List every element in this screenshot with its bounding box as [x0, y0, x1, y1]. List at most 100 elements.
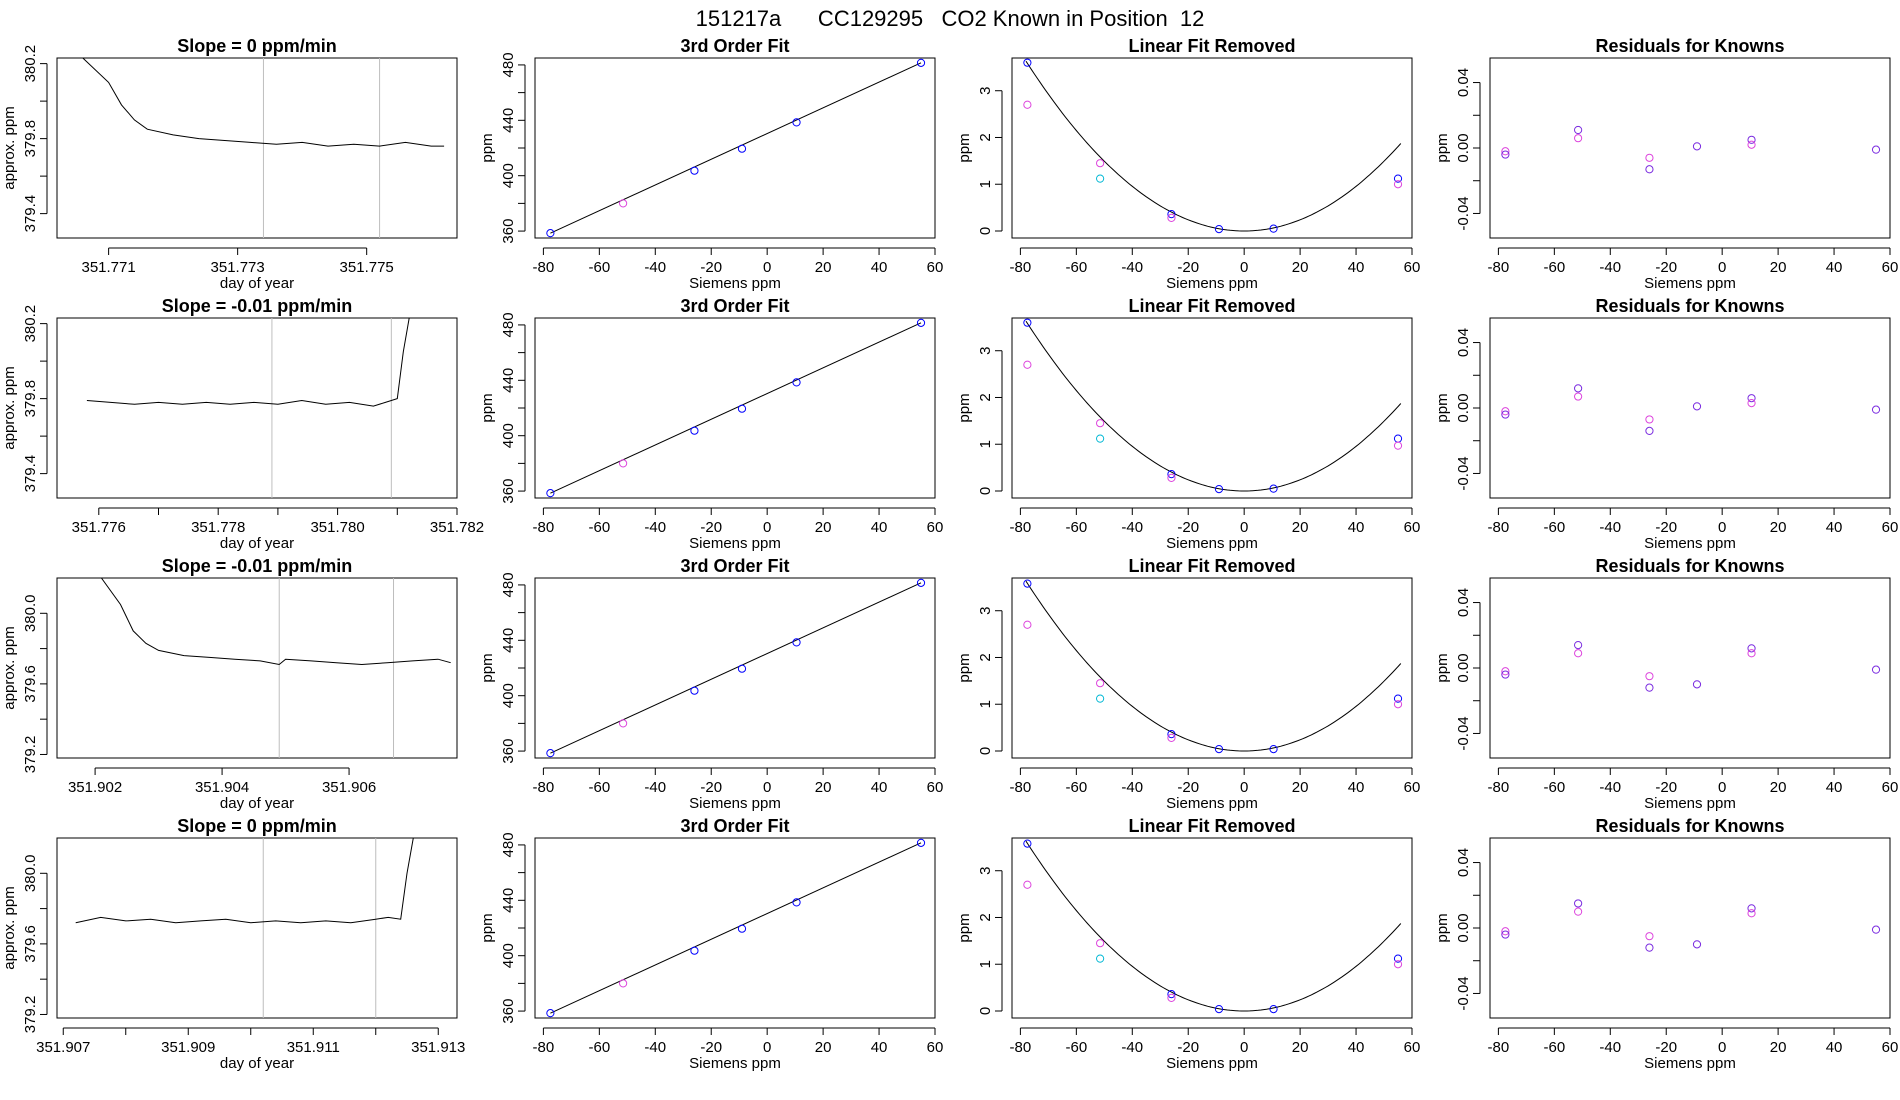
- plot-frame: [1011, 317, 1413, 499]
- x-tick-label: -40: [1121, 1039, 1143, 1056]
- x-tick-label: 351.773: [211, 259, 265, 276]
- data-point: [1167, 210, 1176, 219]
- data-point: [1747, 140, 1756, 149]
- y-tick-label: 379.6: [22, 665, 39, 703]
- x-tick-label: 351.902: [68, 779, 122, 796]
- panel-title: 3rd Order Fit: [680, 556, 789, 576]
- data-point: [546, 749, 555, 758]
- y-tick-label: 400: [500, 163, 517, 188]
- y-tick-label: 0.04: [1455, 328, 1472, 357]
- data-point: [1645, 426, 1654, 436]
- y-tick-label: 440: [500, 108, 517, 133]
- x-tick-label: 40: [1826, 259, 1843, 276]
- y-tick-label: 379.4: [22, 195, 39, 233]
- x-axis-label: Siemens ppm: [689, 535, 781, 552]
- data-point: [1692, 142, 1702, 151]
- data-point: [1214, 745, 1224, 754]
- data-point: [1645, 683, 1654, 692]
- x-tick-label: 0: [1718, 779, 1726, 796]
- data-point: [1747, 398, 1756, 408]
- series-line: [100, 578, 451, 666]
- panel-5: Slope = -0.01 ppm/min 351.776 351.778 351.7…: [1, 296, 484, 552]
- panel-14: 3rd Order Fit -80 -60 -40 -20 0 20 40 60 360 400 44…: [479, 816, 943, 1072]
- x-tick-label: 20: [815, 519, 832, 536]
- x-tick-label: -20: [1655, 519, 1677, 536]
- y-tick-label: 400: [500, 943, 517, 968]
- y-tick-label: 3: [977, 87, 994, 95]
- y-tick-label: 0.00: [1455, 913, 1472, 942]
- x-tick-label: 351.778: [191, 519, 245, 536]
- fit-line: [550, 582, 922, 754]
- data-point: [690, 166, 699, 175]
- x-tick-label: 0: [1240, 519, 1248, 536]
- data-point: [1096, 939, 1105, 948]
- x-tick-label: 351.771: [81, 259, 135, 276]
- y-tick-label: 379.8: [22, 120, 39, 158]
- y-tick-label: -0.04: [1455, 976, 1472, 1010]
- x-tick-label: 0: [763, 1039, 771, 1056]
- x-tick-label: -80: [1488, 259, 1510, 276]
- data-point: [1871, 405, 1881, 414]
- data-point: [690, 946, 699, 955]
- data-point: [690, 686, 699, 695]
- y-tick-label: 2: [977, 133, 994, 141]
- plot-area: [86, 318, 410, 498]
- data-point: [1645, 672, 1654, 681]
- x-tick-label: 40: [871, 1039, 888, 1056]
- x-tick-label: 20: [815, 1039, 832, 1056]
- x-tick-label: 40: [1826, 779, 1843, 796]
- y-tick-label: 379.2: [22, 736, 39, 774]
- panel-title: Residuals for Knowns: [1595, 296, 1784, 316]
- x-tick-label: 351.776: [72, 519, 126, 536]
- x-tick-label: 20: [815, 779, 832, 796]
- x-tick-label: 60: [927, 779, 944, 796]
- y-tick-label: 379.6: [22, 925, 39, 963]
- series-line: [75, 838, 414, 924]
- y-tick-label: 0: [977, 747, 994, 755]
- x-tick-label: 60: [927, 259, 944, 276]
- data-point: [1096, 434, 1105, 443]
- y-tick-label: 379.8: [22, 380, 39, 418]
- data-point: [1747, 909, 1756, 918]
- fit-line: [550, 62, 922, 234]
- y-tick-label: 480: [500, 832, 517, 857]
- y-tick-label: 440: [500, 628, 517, 653]
- panel-title: 3rd Order Fit: [680, 296, 789, 316]
- x-tick-label: -80: [1010, 519, 1032, 536]
- panel-2: 3rd Order Fit -80 -60 -40 -20 0 20 40 60 360 400 44…: [479, 36, 943, 292]
- x-tick-label: 20: [1292, 779, 1309, 796]
- x-tick-label: 40: [871, 779, 888, 796]
- x-tick-label: 40: [1348, 1039, 1365, 1056]
- x-tick-label: -60: [1065, 1039, 1087, 1056]
- x-tick-label: -20: [1655, 259, 1677, 276]
- x-tick-label: -60: [1543, 779, 1565, 796]
- y-tick-label: 360: [500, 219, 517, 244]
- x-tick-label: -40: [1599, 779, 1621, 796]
- data-point: [1501, 407, 1510, 416]
- panel-10: 3rd Order Fit -80 -60 -40 -20 0 20 40 60 360 400 44…: [479, 556, 943, 812]
- y-tick-label: 0: [977, 227, 994, 235]
- x-tick-label: 0: [1240, 779, 1248, 796]
- data-point: [1871, 665, 1881, 674]
- x-tick-label: -20: [1655, 779, 1677, 796]
- data-point: [1393, 694, 1403, 703]
- data-point: [1023, 579, 1032, 588]
- plot-area: [1023, 318, 1403, 494]
- data-point: [1214, 485, 1224, 494]
- plot-area: [546, 58, 926, 238]
- data-point: [1692, 680, 1702, 689]
- x-axis-label: Siemens ppm: [1166, 795, 1258, 812]
- y-tick-label: 2: [977, 913, 994, 921]
- y-tick-label: 0.04: [1455, 848, 1472, 877]
- data-point: [1269, 484, 1278, 493]
- x-tick-label: -40: [1121, 779, 1143, 796]
- y-axis-label: ppm: [1434, 653, 1451, 682]
- y-tick-label: 1: [977, 180, 994, 188]
- data-point: [1167, 993, 1176, 1002]
- data-point: [1574, 134, 1583, 143]
- data-point: [1393, 434, 1403, 443]
- plot-area: [546, 578, 926, 758]
- data-point: [1574, 640, 1583, 650]
- series-line: [86, 318, 410, 407]
- y-tick-label: 1: [977, 440, 994, 448]
